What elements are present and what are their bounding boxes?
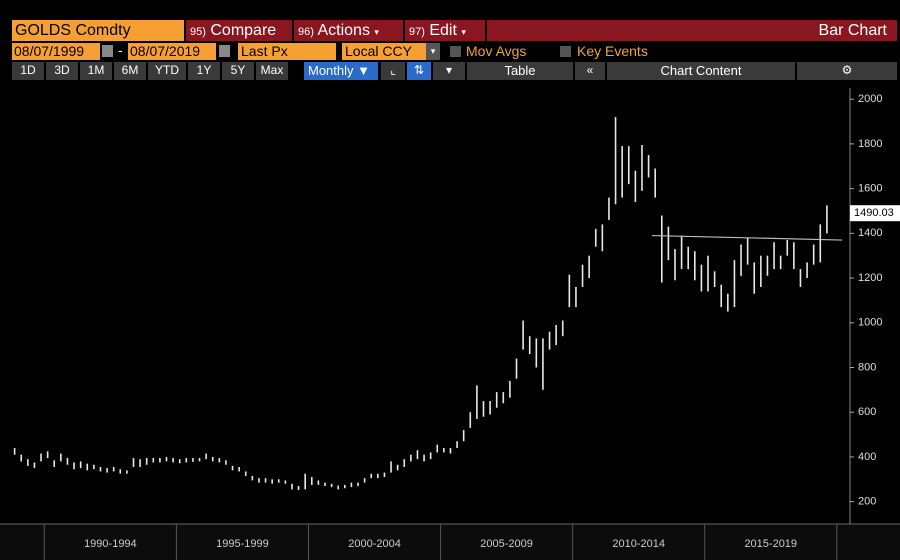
dash: -: [118, 42, 123, 58]
period-button[interactable]: 6M: [114, 62, 146, 80]
field[interactable]: Last Px: [238, 43, 336, 60]
calendar-icon[interactable]: [219, 45, 230, 57]
y-tick-label: 1800: [858, 138, 882, 150]
y-tick-label: 400: [858, 451, 876, 463]
period-button[interactable]: 1Y: [188, 62, 220, 80]
period-button[interactable]: 5Y: [222, 62, 254, 80]
period-button[interactable]: 1M: [80, 62, 112, 80]
frequency-label: Monthly: [308, 63, 354, 78]
collapse[interactable]: «: [575, 62, 605, 80]
chart-content[interactable]: Chart Content: [607, 62, 795, 80]
x-tick-label: 1990-1994: [84, 538, 137, 550]
menu-label: Actions: [317, 22, 370, 39]
period-button[interactable]: Max: [256, 62, 288, 80]
y-tick-label: 1200: [858, 272, 882, 284]
settings[interactable]: ⚙: [797, 62, 897, 80]
page-title: Bar Chart: [487, 20, 897, 41]
bar-icon[interactable]: ⇅: [407, 62, 431, 80]
y-tick-label: 600: [858, 406, 876, 418]
menu-key: 95): [190, 26, 206, 38]
period-button[interactable]: YTD: [148, 62, 186, 80]
checkbox[interactable]: [560, 46, 571, 57]
x-tick-label: 2010-2014: [612, 538, 665, 550]
currency[interactable]: Local CCY: [342, 43, 426, 60]
y-tick-label: 1400: [858, 227, 882, 239]
y-tick-label: 800: [858, 361, 876, 373]
menu-actions[interactable]: 96) Actions ▾: [294, 20, 403, 41]
menu-edit[interactable]: 97) Edit ▾: [405, 20, 485, 41]
period-button[interactable]: 1D: [12, 62, 44, 80]
x-tick-label: 2015-2019: [744, 538, 797, 550]
line-icon[interactable]: ⌞: [381, 62, 405, 80]
menu-label: Compare: [210, 22, 277, 39]
table-button[interactable]: Table: [467, 62, 573, 80]
menu-key: 97): [409, 26, 425, 38]
frequency[interactable]: Monthly ▼: [304, 62, 378, 80]
y-tick-label: 1600: [858, 183, 882, 195]
start-date[interactable]: 08/07/1999: [12, 43, 100, 60]
ticker[interactable]: GOLDS Comdty: [12, 20, 184, 41]
menu-key: 96): [298, 26, 314, 38]
calendar-icon[interactable]: [102, 45, 113, 57]
x-tick-label: 2000-2004: [348, 538, 401, 550]
last-price-label: 1490.03: [854, 207, 894, 219]
period-button[interactable]: 3D: [46, 62, 78, 80]
dropdown[interactable]: ▾: [426, 43, 440, 60]
last-price-box: [850, 205, 900, 222]
option-label[interactable]: Key Events: [577, 43, 648, 59]
y-tick-label: 1000: [858, 317, 882, 329]
x-axis-band: [0, 524, 900, 560]
menu-compare[interactable]: 95) Compare: [186, 20, 292, 41]
end-date[interactable]: 08/07/2019: [128, 43, 216, 60]
menu-label: Edit: [429, 22, 457, 39]
period-bar: 1D 3D 1M 6M YTD 1Y 5Y Max: [12, 62, 288, 80]
x-tick-label: 2005-2009: [480, 538, 533, 550]
dropdown[interactable]: ▾: [433, 62, 465, 80]
trendline: [651, 234, 843, 241]
option-label[interactable]: Mov Avgs: [466, 43, 527, 59]
checkbox[interactable]: [450, 46, 461, 57]
x-tick-label: 1995-1999: [216, 538, 269, 550]
y-tick-label: 2000: [858, 93, 882, 105]
y-tick-label: 200: [858, 496, 876, 508]
